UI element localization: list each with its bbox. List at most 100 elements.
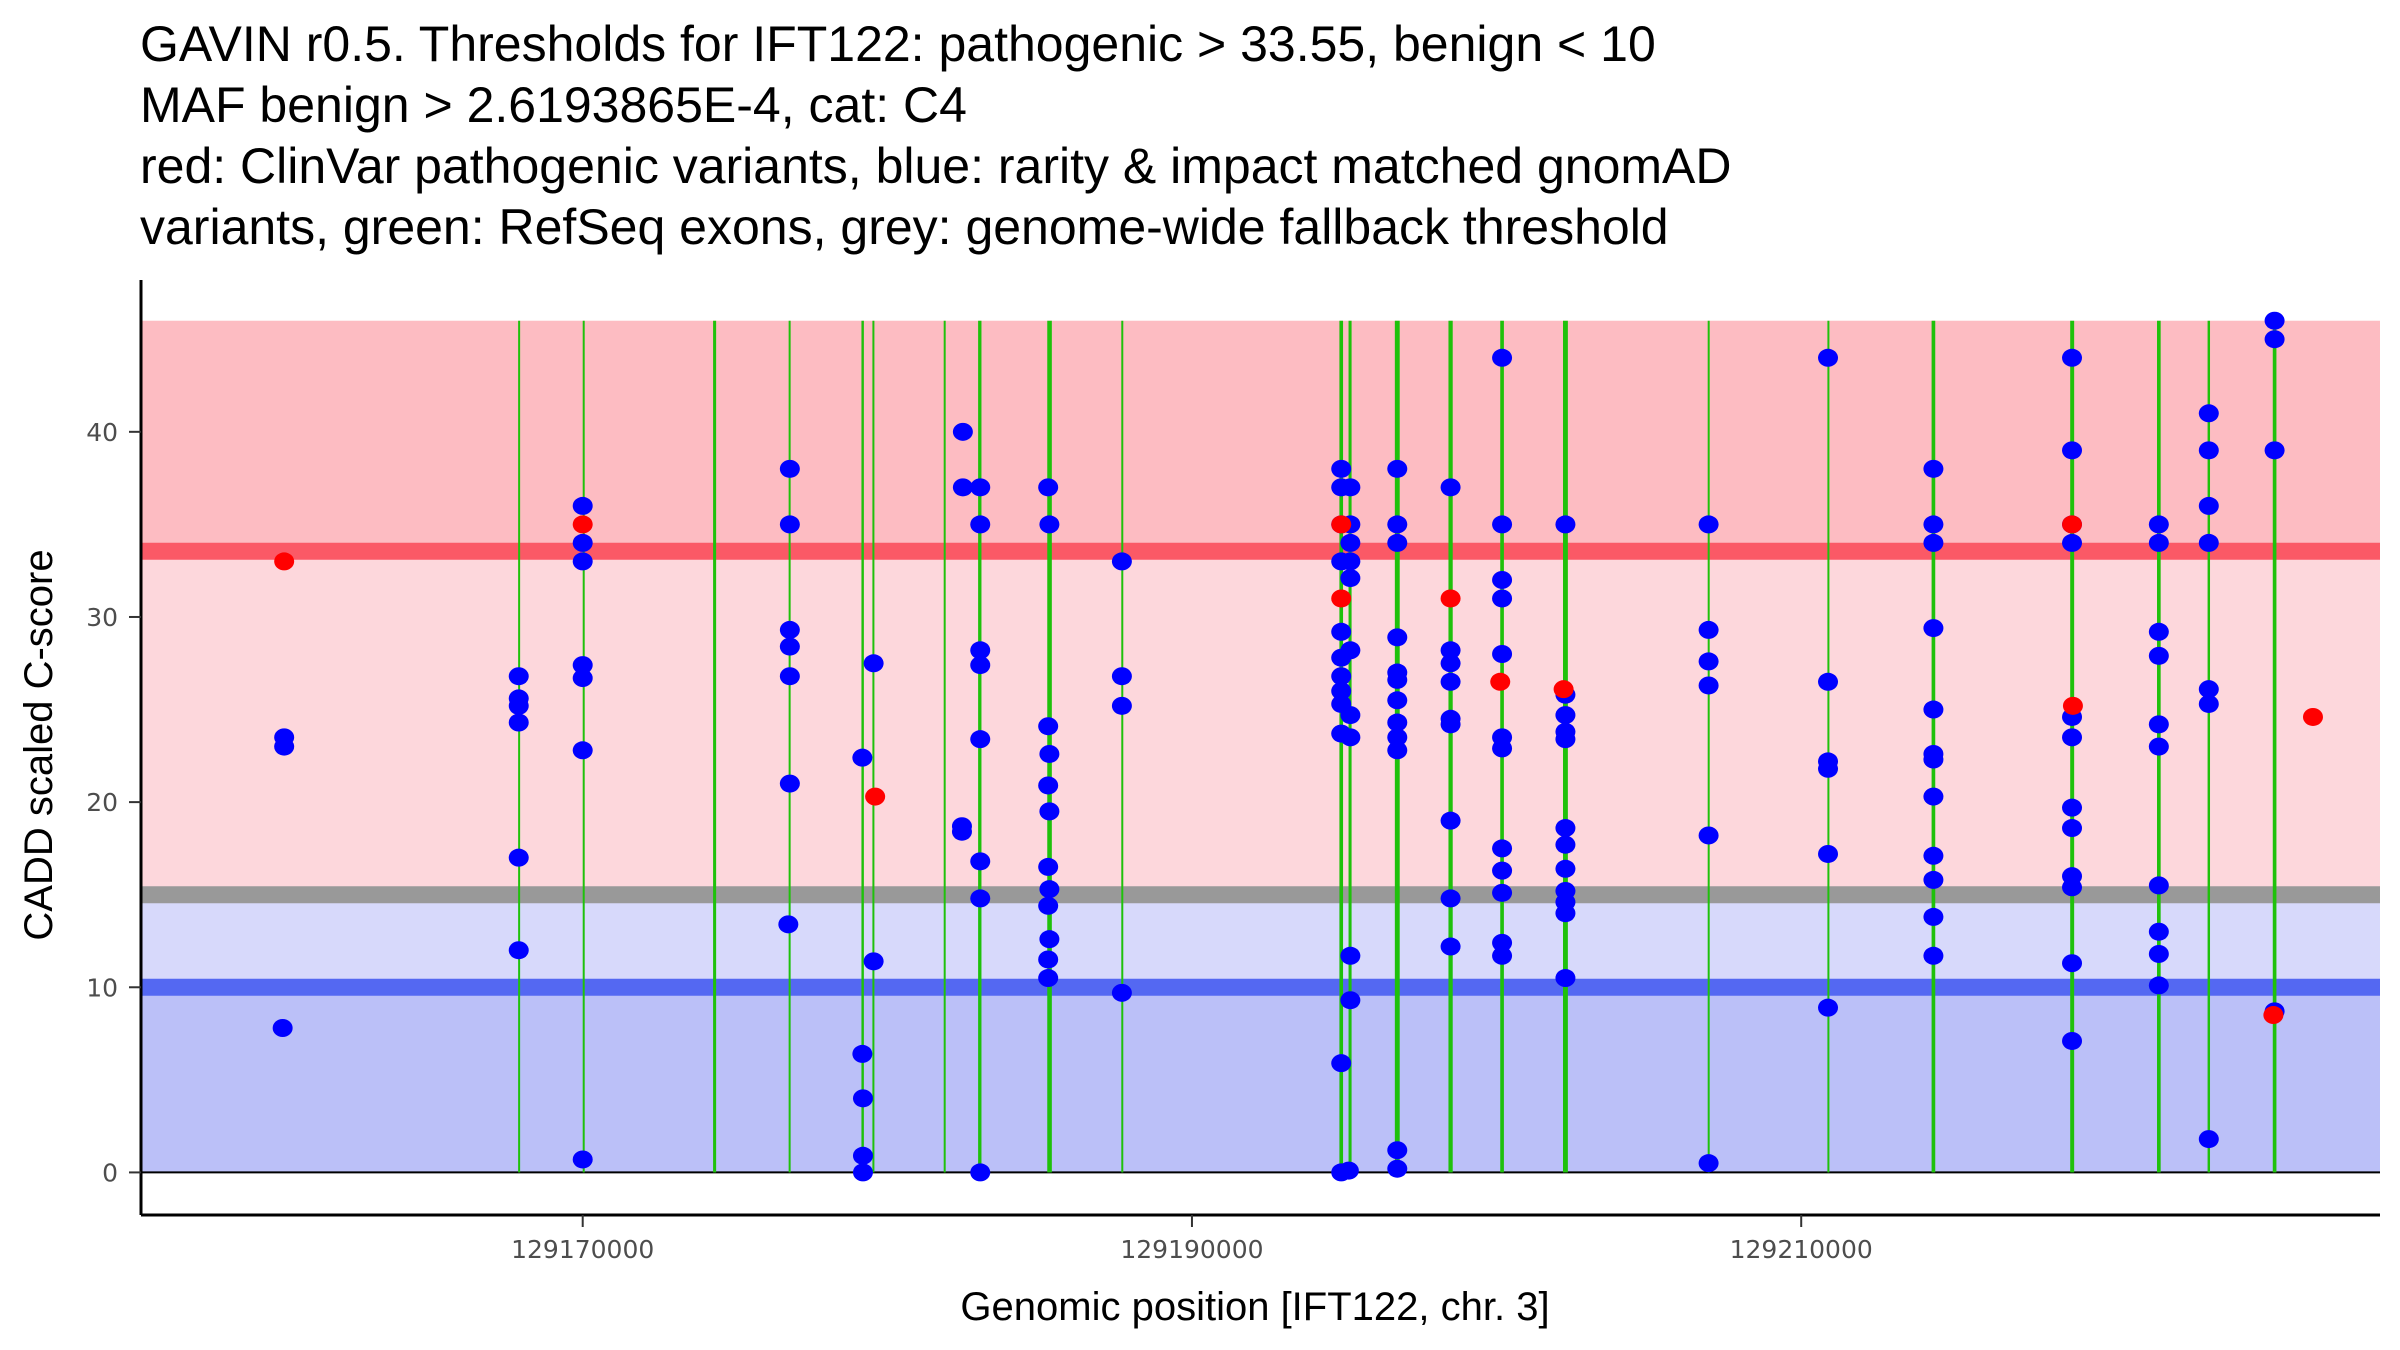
gnomad-point <box>1038 950 1059 969</box>
gnomad-point <box>779 774 800 793</box>
gnomad-point <box>508 713 529 732</box>
gnomad-point <box>970 515 991 534</box>
exon-line <box>943 320 946 1173</box>
gnomad-point <box>1039 880 1060 899</box>
x-tick-label: 129190000 <box>1120 1235 1263 1264</box>
gnomad-point <box>1698 676 1719 695</box>
gnomad-point <box>1331 667 1352 686</box>
gnomad-point <box>572 552 593 571</box>
y-tick-label: 0 <box>102 1158 118 1187</box>
y-tick-label: 10 <box>86 973 118 1002</box>
gnomad-point <box>779 637 800 656</box>
gnomad-point <box>1923 515 1944 534</box>
gnomad-point <box>1923 459 1944 478</box>
gnomad-point <box>2148 737 2169 756</box>
gnomad-point <box>1555 859 1576 878</box>
gnomad-point <box>1038 776 1059 795</box>
gnomad-point <box>1818 348 1839 367</box>
gnomad-point <box>2148 646 2169 665</box>
gnomad-point <box>1038 478 1059 497</box>
gnomad-point <box>2148 944 2169 963</box>
gnomad-point <box>2198 680 2219 699</box>
gnomad-point <box>572 741 593 760</box>
gnomad-point <box>2198 496 2219 515</box>
threshold-bands <box>142 320 2380 1173</box>
gnomad-point <box>1698 1154 1719 1173</box>
gnomad-point <box>2062 348 2083 367</box>
gnomad-point <box>2062 798 2083 817</box>
gnomad-point <box>1387 628 1408 647</box>
exon-line <box>1448 320 1453 1173</box>
gnomad-point <box>952 478 973 497</box>
gnomad-point <box>2062 878 2083 897</box>
gnomad-point <box>1698 826 1719 845</box>
gnomad-point <box>2062 533 2083 552</box>
gnomad-point <box>2062 1031 2083 1050</box>
clinvar-point <box>2062 515 2083 534</box>
exon-line <box>1121 320 1124 1173</box>
gnomad-point <box>2264 330 2285 349</box>
gnomad-point <box>1340 641 1361 660</box>
gnomad-point <box>1340 946 1361 965</box>
y-ticks: 0 10 20 30 40 <box>86 418 141 1187</box>
gnomad-point <box>508 696 529 715</box>
gnomad-point <box>1387 670 1408 689</box>
axes <box>139 280 2380 1217</box>
exon-line <box>2207 320 2211 1173</box>
benign-zone <box>142 987 2380 1173</box>
gnomad-point <box>1492 645 1513 663</box>
gnomad-point <box>779 667 800 686</box>
gnomad-point <box>1923 619 1944 638</box>
gnomad-point <box>1111 552 1132 571</box>
gnomad-point <box>2198 441 2219 460</box>
gnomad-point <box>1387 713 1408 732</box>
gnomad-point <box>1923 700 1944 719</box>
gnomad-point <box>1555 730 1576 749</box>
gnomad-point <box>1923 846 1944 865</box>
clinvar-point <box>1331 589 1352 608</box>
gnomad-point <box>1340 533 1361 552</box>
gnomad-point <box>1440 889 1461 908</box>
gnomad-point <box>1338 1161 1359 1180</box>
gnomad-point <box>2264 441 2285 460</box>
gnomad-point <box>2198 694 2219 713</box>
gnomad-point <box>1818 998 1839 1017</box>
clinvar-point <box>1331 515 1352 534</box>
title-line-1: GAVIN r0.5. Thresholds for IFT122: patho… <box>140 16 1656 72</box>
gnomad-point <box>2198 533 2219 552</box>
y-tick-label: 30 <box>86 603 118 632</box>
threshold-lines <box>142 542 2380 1174</box>
gnomad-point <box>2148 922 2169 941</box>
gnomad-point <box>1555 515 1576 534</box>
exon-line <box>518 320 521 1173</box>
gnomad-point <box>1555 904 1576 923</box>
exon-line <box>872 320 875 1173</box>
gnomad-point <box>2198 1130 2219 1149</box>
x-tick-label: 129170000 <box>511 1235 654 1264</box>
y-tick-label: 20 <box>86 788 118 817</box>
gnomad-point <box>1387 691 1408 710</box>
gnomad-point <box>1038 969 1059 988</box>
gnomad-point <box>1039 930 1060 949</box>
gnomad-point <box>1492 839 1513 858</box>
gnomad-point <box>1440 478 1461 497</box>
gnomad-point <box>1492 861 1513 880</box>
gnomad-point <box>2062 441 2083 460</box>
gnomad-point <box>1340 728 1361 747</box>
gnomad-point <box>1492 348 1513 367</box>
gnomad-point <box>970 889 991 908</box>
gnomad-point <box>970 852 991 871</box>
gnomad-point <box>1387 1159 1408 1178</box>
gnomad-point <box>1039 515 1060 534</box>
chart-title: GAVIN r0.5. Thresholds for IFT122: patho… <box>140 14 1731 258</box>
gnomad-point <box>2148 515 2169 534</box>
clinvar-point <box>865 787 886 806</box>
gnomad-point <box>1111 983 1132 1002</box>
gnomad-point <box>2264 311 2285 330</box>
gnomad-point <box>1440 811 1461 830</box>
exon-line <box>713 320 717 1173</box>
gnomad-point <box>572 669 593 688</box>
clinvar-point <box>2062 696 2083 715</box>
gnomad-point <box>272 1019 293 1037</box>
